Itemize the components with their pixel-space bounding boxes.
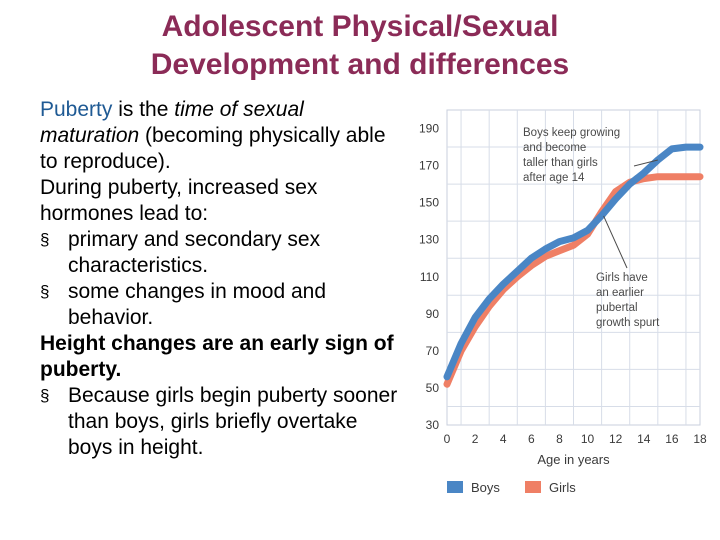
body-text: Puberty is the time of sexual maturation… <box>40 97 400 461</box>
x-axis-label: Age in years <box>537 452 610 467</box>
bullet-text: Because girls begin puberty sooner than … <box>68 384 398 459</box>
annotation-boys-text: taller than girls <box>523 157 598 169</box>
y-tick-label: 170 <box>419 159 439 173</box>
bullet-item: § primary and secondary sex characteristi… <box>40 227 400 279</box>
puberty-time-phrase: time of sexual <box>174 98 304 121</box>
y-tick-label: 90 <box>426 307 440 321</box>
y-tick-label: 30 <box>426 418 440 432</box>
during-puberty: During puberty, increased sex hormones l… <box>40 176 318 225</box>
height-chart: 30 50 70 90 110 130 150 170 190 0 2 4 6 8 10 12 14 16 18 Ag… <box>419 109 707 495</box>
y-tick-label: 190 <box>419 122 439 136</box>
x-tick-label: 14 <box>637 432 651 446</box>
bullet-mark: § <box>40 386 50 405</box>
x-tick-label: 18 <box>693 432 707 446</box>
bullet-text: primary and secondary sex characteristic… <box>68 228 321 277</box>
title-line-1: Adolescent Physical/Sexual <box>161 10 559 43</box>
legend-label-girls: Girls <box>549 480 576 495</box>
y-tick-label: 70 <box>426 344 440 358</box>
annotation-boys-text: Boys keep growing <box>523 127 620 139</box>
x-tick-label: 2 <box>472 432 479 446</box>
annotation-girls-text: pubertal <box>596 302 638 314</box>
annotation-girls-leader <box>603 215 628 269</box>
bullet-text: some changes in mood and behavior. <box>68 280 326 329</box>
y-tick-label: 130 <box>419 233 439 247</box>
x-tick-label: 12 <box>609 432 623 446</box>
y-tick-label: 150 <box>419 196 439 210</box>
x-tick-label: 0 <box>444 432 451 446</box>
bullet-mark: § <box>40 230 50 249</box>
annotation-girls-text: Girls have <box>596 272 648 284</box>
x-tick-label: 8 <box>556 432 563 446</box>
y-tick-label: 110 <box>420 270 439 284</box>
x-tick-label: 6 <box>528 432 535 446</box>
annotation-girls-text: growth spurt <box>596 317 660 329</box>
x-tick-label: 10 <box>581 432 595 446</box>
series-line-girls <box>443 173 704 388</box>
annotation-boys-leader <box>633 159 658 167</box>
puberty-maturation: maturation <box>40 124 140 147</box>
x-tick-label: 16 <box>665 432 679 446</box>
bullet-mark: § <box>40 282 50 301</box>
bullet-item: § Because girls begin puberty sooner than… <box>40 383 400 461</box>
legend-swatch-boys <box>447 481 463 493</box>
bullet-item: § some changes in mood and behavior. <box>40 279 400 331</box>
puberty-is: is the <box>112 98 175 121</box>
puberty-keyword: Puberty <box>40 98 113 121</box>
legend-label-boys: Boys <box>471 480 500 495</box>
title-line-2: Development and differences <box>150 48 570 81</box>
y-tick-label: 50 <box>426 381 440 395</box>
height-heading: Height changes are an early sign of pube… <box>40 332 394 381</box>
annotation-boys-text: after age 14 <box>523 172 585 184</box>
puberty-rest: (becoming physically able to reproduce). <box>40 124 386 173</box>
x-tick-label: 4 <box>500 432 507 446</box>
legend-swatch-girls <box>525 481 541 493</box>
annotation-boys-text: and become <box>523 142 586 154</box>
puberty-definition: Puberty is the time of sexual maturation… <box>40 97 400 175</box>
slide-title: Adolescent Physical/Sexual Development a… <box>0 8 720 84</box>
annotation-girls-text: an earlier <box>596 287 644 299</box>
